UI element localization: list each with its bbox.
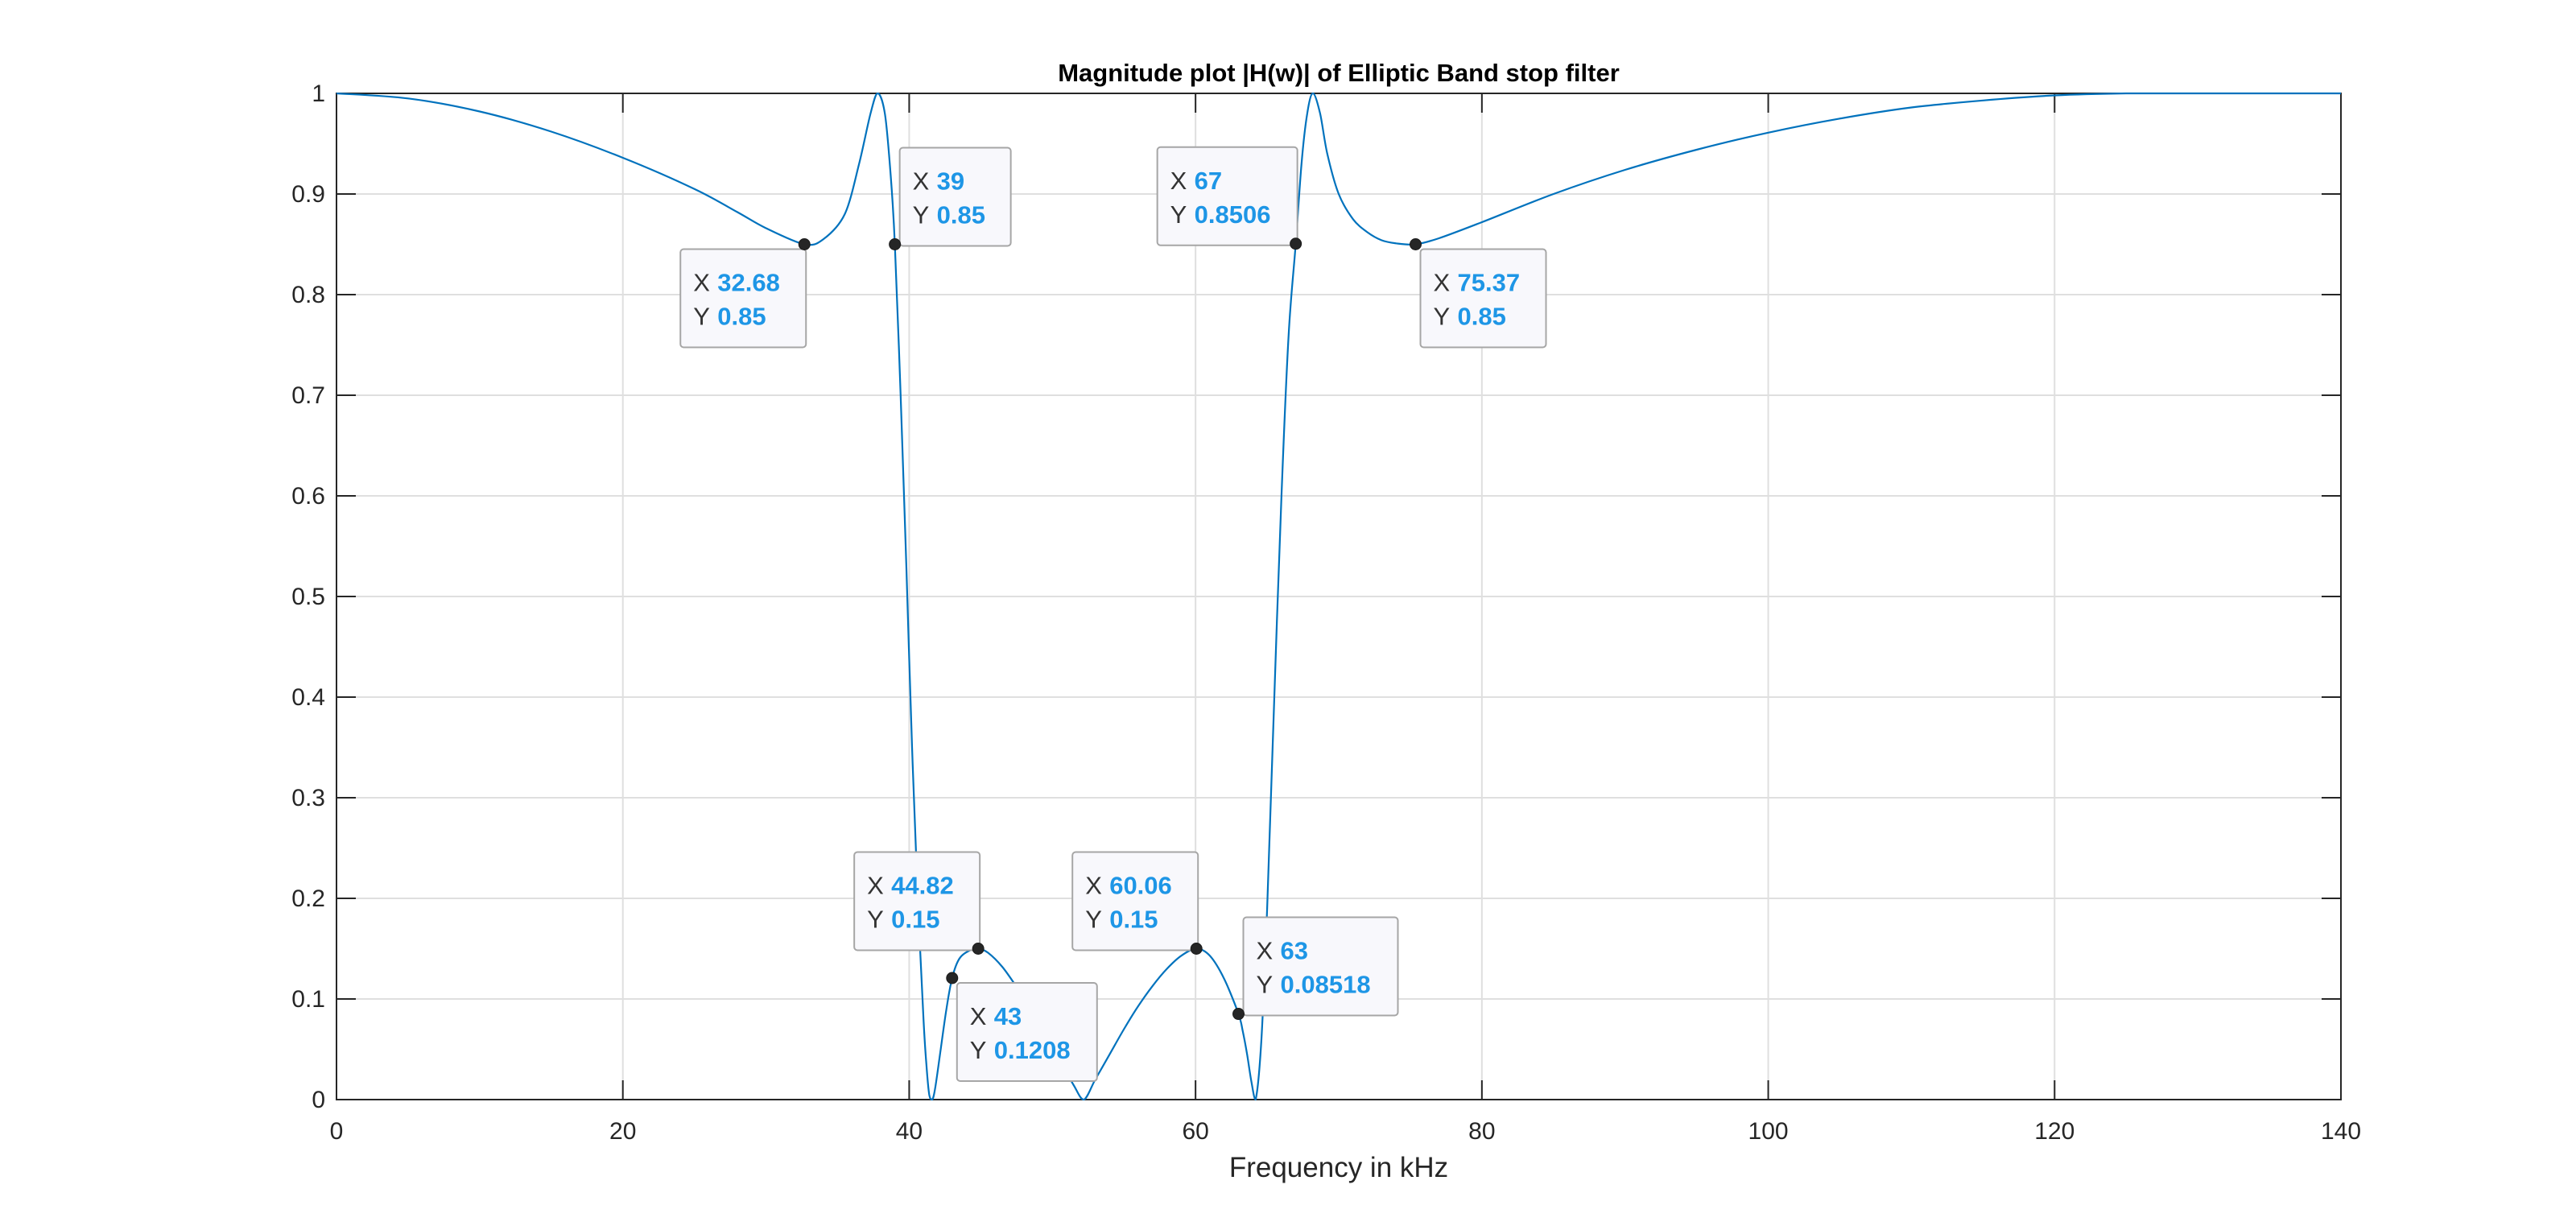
x-tick-label: 60 <box>1182 1118 1208 1145</box>
datatip-marker[interactable] <box>1410 238 1422 250</box>
datatip-box <box>1071 851 1199 951</box>
datatip[interactable]: X 39Y 0.85 <box>889 147 1012 250</box>
datatip-x-value: 39 <box>937 167 964 196</box>
datatip-y-key: Y <box>913 201 930 229</box>
datatip-x-value: 67 <box>1195 167 1222 195</box>
y-tick-label: 0 <box>312 1087 325 1113</box>
datatip-y-key: Y <box>693 303 710 331</box>
x-tick-label: 20 <box>609 1118 636 1145</box>
datatip-x-key: X <box>867 872 884 900</box>
datatip-x-key: X <box>693 269 710 297</box>
x-tick-label: 140 <box>2321 1118 2361 1145</box>
datatip-marker[interactable] <box>889 238 902 250</box>
y-tick-label: 0.5 <box>291 584 325 610</box>
datatip[interactable]: X 67 Y 0.8506 <box>1156 146 1302 250</box>
datatip-y-value: 0.15 <box>1109 906 1158 934</box>
datatip-x-value: 43 <box>994 1002 1022 1030</box>
y-tick-label: 1 <box>312 80 325 107</box>
datatip-y-key: Y <box>867 906 884 934</box>
y-tick-label: 0.3 <box>291 785 325 811</box>
datatip-marker[interactable] <box>972 943 985 955</box>
y-tick-label: 0.6 <box>291 483 325 510</box>
x-tick-label: 120 <box>2034 1118 2074 1145</box>
datatip-y-value: 0.08518 <box>1281 971 1371 999</box>
x-tick-label: 80 <box>1468 1118 1495 1145</box>
y-tick-label: 0.4 <box>291 684 325 711</box>
datatip-y-value: 0.15 <box>891 906 939 934</box>
datatip-x-key: X <box>1170 167 1187 195</box>
datatip-y-key: Y <box>1085 906 1102 934</box>
y-tick-label: 0.8 <box>291 282 325 308</box>
datatip-x-value: 32.68 <box>717 269 780 297</box>
datatip-y-value: 0.85 <box>1458 303 1506 331</box>
datatip-marker[interactable] <box>1190 943 1203 955</box>
datatip-y-key: Y <box>1170 200 1187 229</box>
datatip[interactable]: X 60.06Y 0.15 <box>1071 851 1203 955</box>
datatip-y-value: 0.1208 <box>994 1036 1071 1064</box>
datatip-box <box>853 851 981 951</box>
datatip-x-key: X <box>970 1002 987 1030</box>
datatip-marker[interactable] <box>798 238 811 250</box>
datatip-box <box>898 147 1012 247</box>
y-tick-label: 0.1 <box>291 986 325 1013</box>
datatip[interactable]: X 44.82Y 0.15 <box>853 851 985 955</box>
x-tick-label: 0 <box>330 1118 344 1145</box>
datatip-x-value: 75.37 <box>1458 269 1521 297</box>
datatip-x-value: 60.06 <box>1109 872 1172 900</box>
axis-ticks <box>336 93 2342 1100</box>
datatip-x-key: X <box>913 167 930 196</box>
datatip-x-key: X <box>1257 937 1274 965</box>
datatip-x-key: X <box>1434 269 1451 297</box>
datatip-x-key: X <box>1085 872 1102 900</box>
datatip-y-value: 0.85 <box>717 303 766 331</box>
x-tick-label: 40 <box>896 1118 923 1145</box>
axis-tick-labels: 0 20 40 60 80 100 120 140 0 0.1 0.2 0.3 0.4 0.5 0.6 0.7… <box>291 80 2361 1145</box>
y-tick-label: 0.7 <box>291 382 325 409</box>
datatip-box <box>679 248 807 349</box>
datatip-y-key: Y <box>970 1036 987 1064</box>
datatip-y-key: Y <box>1434 303 1451 331</box>
datatip[interactable]: X 63Y 0.08518 <box>1232 916 1399 1021</box>
datatip-box <box>1156 146 1298 246</box>
datatip-marker[interactable] <box>946 972 959 984</box>
datatip-box <box>956 982 1098 1082</box>
datatip-y-value: 0.85 <box>937 201 985 229</box>
datatip-box <box>1242 916 1399 1017</box>
datatip-box <box>1419 248 1547 349</box>
chart-title: Magnitude plot |H(w)| of Elliptic Band s… <box>1058 59 1620 87</box>
datatip-x-value: 63 <box>1281 937 1308 965</box>
datatip-marker[interactable] <box>1232 1008 1245 1021</box>
datatip[interactable]: X 75.37Y 0.85 <box>1410 238 1547 349</box>
x-tick-label: 100 <box>1748 1118 1789 1145</box>
datatip-y-value: 0.8506 <box>1195 200 1271 229</box>
x-axis-label: Frequency in kHz <box>1229 1152 1448 1183</box>
datatip-x-value: 44.82 <box>891 872 954 900</box>
datatip-marker[interactable] <box>1290 237 1302 250</box>
datatip-y-key: Y <box>1257 971 1274 999</box>
y-tick-label: 0.2 <box>291 885 325 912</box>
datatip[interactable]: X 43Y 0.1208 <box>946 972 1098 1082</box>
datatip[interactable]: X 32.68Y 0.85 <box>679 238 811 349</box>
y-tick-label: 0.9 <box>291 181 325 208</box>
